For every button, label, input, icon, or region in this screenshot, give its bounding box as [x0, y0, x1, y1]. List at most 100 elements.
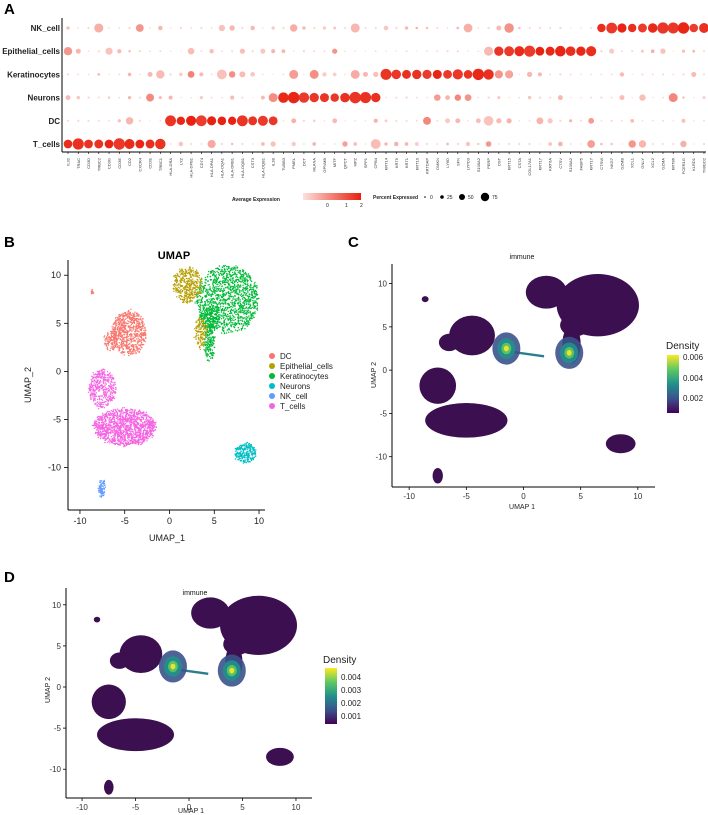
umap-point — [206, 304, 208, 306]
umap-point — [205, 351, 207, 353]
umap-point — [205, 352, 207, 354]
umap-point — [129, 352, 131, 354]
umap-point — [199, 348, 201, 350]
umap-point — [215, 309, 218, 311]
umap-point — [254, 281, 256, 284]
umap-point — [138, 314, 140, 316]
umap-point — [137, 350, 139, 352]
umap-point — [96, 418, 99, 420]
umap-point — [113, 347, 115, 350]
umap-point — [94, 397, 96, 399]
umap-point — [249, 306, 251, 308]
umap-point — [104, 392, 106, 394]
umap-point — [249, 317, 252, 320]
dotplot-dot — [545, 46, 555, 56]
umap-point — [192, 278, 194, 280]
umap-point — [253, 300, 255, 302]
dotplot-row-label: Epithelial_cells — [2, 47, 60, 56]
umap-point — [103, 379, 106, 381]
umap-point — [134, 350, 137, 352]
umap-point — [254, 307, 256, 309]
umap-point — [199, 328, 202, 330]
umap-point — [198, 341, 200, 344]
umap-point — [218, 311, 220, 314]
umap-point — [256, 285, 258, 287]
umap-point — [248, 301, 250, 303]
umap-point — [194, 275, 196, 277]
umap-point — [95, 429, 98, 431]
umap-point — [114, 323, 116, 325]
umap-point — [174, 283, 176, 285]
dotplot-gene-label: TMIGD2 — [702, 157, 707, 173]
umap-point — [177, 290, 180, 292]
umap-point — [135, 324, 137, 326]
dotplot-dot — [340, 92, 350, 103]
umap-point — [227, 288, 230, 290]
pct-legend-tick-0: 0 — [430, 195, 433, 201]
umap-point — [141, 418, 143, 420]
umap-point — [222, 305, 224, 308]
dotplot-dot — [333, 26, 337, 30]
dotplot-dot — [477, 96, 479, 99]
dotplot-dot — [628, 140, 636, 148]
umap-point — [223, 330, 225, 333]
dotplot-dot — [117, 49, 122, 54]
umap-point — [250, 314, 252, 316]
umap-point — [88, 384, 91, 386]
dotplot-dot — [216, 69, 227, 80]
umap-point — [237, 298, 239, 300]
umap-point — [212, 336, 214, 339]
umap-x-tick-label: 10 — [254, 516, 264, 526]
umap-point — [234, 274, 236, 276]
umap-point — [102, 422, 105, 424]
umap-point — [195, 327, 198, 330]
umap-point — [214, 336, 216, 338]
umap-point — [123, 322, 126, 324]
umap-point — [244, 321, 246, 323]
umap-point — [233, 304, 235, 307]
umap-point — [204, 284, 207, 287]
umap-point — [113, 329, 115, 331]
umap-point — [97, 381, 99, 384]
umap-point — [243, 277, 246, 280]
dotplot-dot — [94, 139, 104, 149]
umap-point — [141, 321, 143, 324]
umap-point — [234, 305, 236, 307]
dotplot-dot — [268, 93, 278, 103]
umap-point — [238, 304, 240, 307]
umap-point — [239, 284, 242, 286]
umap-point — [240, 274, 242, 276]
umap-point — [99, 374, 102, 376]
umap-point — [252, 303, 254, 305]
umap-point — [216, 324, 218, 327]
umap-point — [206, 322, 208, 324]
umap-point — [111, 326, 113, 328]
umap-point — [121, 345, 124, 347]
umap-point — [241, 317, 243, 319]
umap-point — [134, 409, 136, 411]
dotplot-dot — [505, 70, 514, 79]
dotplot-dot — [496, 118, 502, 124]
umap-point — [211, 304, 213, 307]
dotplot-dot — [475, 118, 481, 124]
umap-point — [174, 275, 176, 277]
umap-point — [141, 324, 144, 326]
umap-point — [193, 292, 195, 294]
umap-point — [221, 290, 223, 292]
umap-point — [122, 312, 124, 315]
umap-point — [231, 299, 233, 302]
umap-point — [119, 317, 122, 320]
umap-point — [91, 378, 94, 380]
umap-point — [200, 331, 202, 334]
umap-point — [179, 290, 182, 292]
umap-point — [96, 401, 99, 403]
umap-point — [200, 344, 202, 347]
umap-point — [241, 305, 244, 307]
umap-point — [193, 336, 195, 338]
umap-point — [234, 316, 236, 318]
umap-point — [231, 312, 233, 314]
umap-cluster-t-cells — [87, 368, 117, 410]
dotplot-dot — [145, 139, 155, 149]
dotplot-dot — [179, 72, 183, 77]
umap-point — [239, 286, 241, 289]
